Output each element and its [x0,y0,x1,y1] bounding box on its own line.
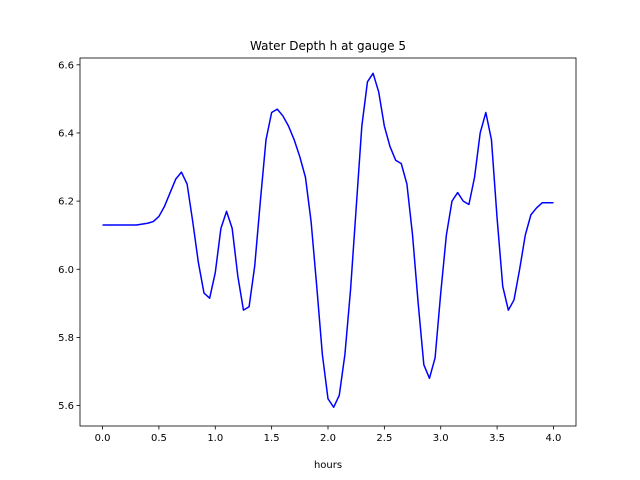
y-tick-label: 5.6 [58,401,74,412]
y-tick-label: 5.8 [58,333,74,344]
x-tick-label: 1.0 [207,433,223,444]
x-axis-label: hours [314,460,342,471]
y-tick-label: 6.4 [58,128,74,139]
x-tick-label: 3.0 [433,433,449,444]
series-line-0 [102,72,554,409]
y-tick-label: 6.2 [58,197,74,208]
y-tick-label: 6.0 [58,265,74,276]
plot-frame [79,57,577,427]
plot-area [79,57,577,427]
x-tick-label: 0.0 [95,433,111,444]
x-tick-label: 3.5 [489,433,505,444]
x-tick-label: 2.5 [376,433,392,444]
x-tick-label: 2.0 [320,433,336,444]
x-tick-label: 4.0 [546,433,562,444]
x-tick-label: 0.5 [151,433,167,444]
x-tick-label: 1.5 [264,433,280,444]
chart-title: Water Depth h at gauge 5 [250,39,406,53]
x-axis: 0.0 0.5 1.0 1.5 2.0 2.5 3.0 3.5 4.0 [95,426,562,444]
y-tick-label: 6.6 [58,60,74,71]
y-axis: 5.6 5.8 6.0 6.2 6.4 6.6 [58,60,80,412]
